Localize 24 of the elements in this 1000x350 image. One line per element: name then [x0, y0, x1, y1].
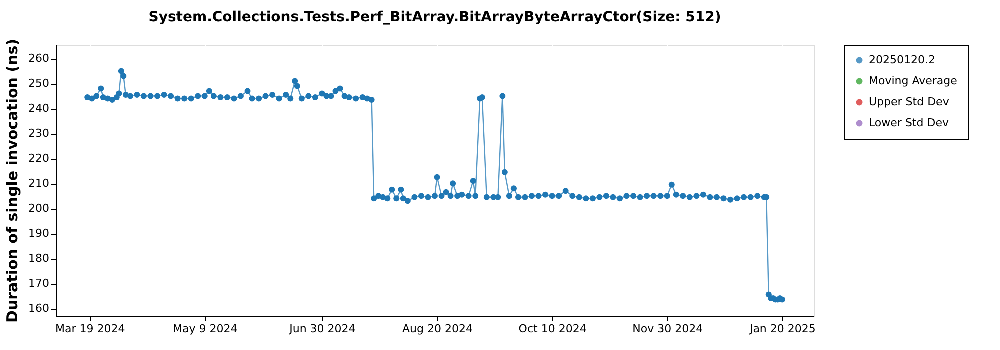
x-tick-label: Jan 20 2025	[748, 322, 816, 336]
legend-label: Moving Average	[869, 74, 958, 88]
y-tick-label: 260	[28, 52, 50, 66]
chart-title: System.Collections.Tests.Perf_BitArray.BitArrayByteArrayCtor(Size: 512)	[148, 10, 722, 26]
y-tick-label: 180	[28, 252, 50, 266]
y-tick-label: 210	[28, 177, 50, 190]
x-tick-label: Oct 10 2024	[518, 322, 587, 336]
legend-label: 20250120.2	[869, 54, 936, 66]
y-axis-title: Duration of single invocation (ns)	[4, 39, 22, 323]
x-tick-label: Nov 30 2024	[632, 322, 704, 336]
y-tick-label: 220	[28, 152, 50, 166]
y-tick-label: 250	[28, 77, 50, 90]
x-tick-label: May 9 2024	[173, 322, 238, 336]
y-tick-label: 230	[28, 127, 50, 140]
legend-label: Upper Std Dev	[869, 96, 950, 108]
y-tick-label: 160	[28, 302, 50, 316]
x-tick-label: Mar 19 2024	[55, 322, 126, 336]
y-tick-label: 200	[28, 202, 50, 216]
y-tick-label: 190	[28, 227, 50, 240]
y-tick-label: 240	[28, 102, 50, 116]
x-tick-label: Jun 30 2024	[288, 322, 356, 336]
y-tick-label: 170	[28, 277, 50, 290]
x-tick-label: Aug 20 2024	[402, 322, 473, 336]
legend-label: Lower Std Dev	[869, 116, 950, 130]
